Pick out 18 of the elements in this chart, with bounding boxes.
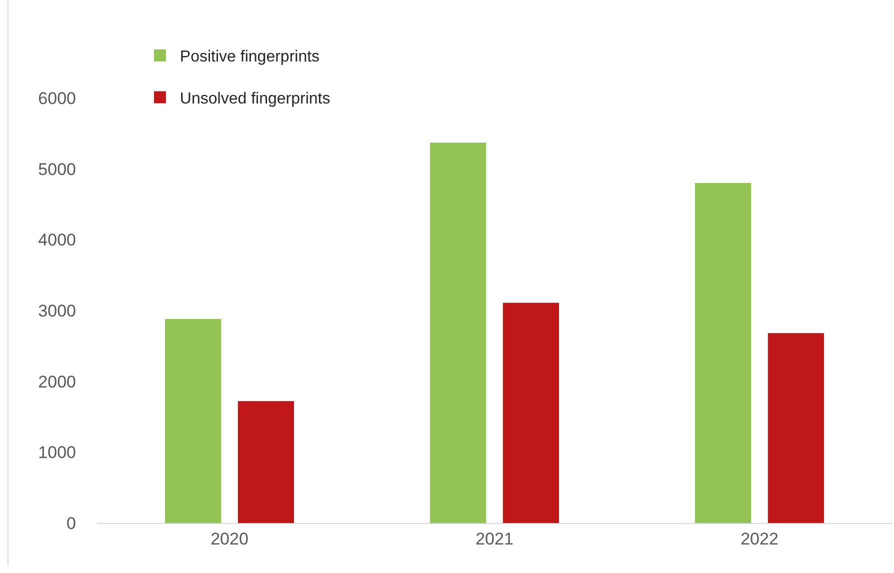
x-tick-label: 2020 <box>210 529 248 548</box>
bar <box>502 302 559 523</box>
bar <box>430 142 486 523</box>
bar <box>165 319 222 523</box>
x-tick-label: 2022 <box>740 529 778 548</box>
bar <box>768 333 824 523</box>
y-tick-label: 1000 <box>38 443 76 462</box>
y-tick-label: 2000 <box>38 372 76 392</box>
y-tick-label: 6000 <box>38 88 76 108</box>
bar <box>695 183 752 523</box>
legend-label: Unsolved fingerprints <box>180 90 330 108</box>
bar <box>238 401 294 523</box>
legend-label: Positive fingerprints <box>180 48 320 66</box>
y-tick-label: 5000 <box>38 160 76 179</box>
y-tick-label: 4000 <box>38 230 76 250</box>
y-tick-label: 0 <box>66 514 76 533</box>
x-tick-label: 2021 <box>476 529 514 548</box>
y-tick-label: 3000 <box>38 301 76 320</box>
